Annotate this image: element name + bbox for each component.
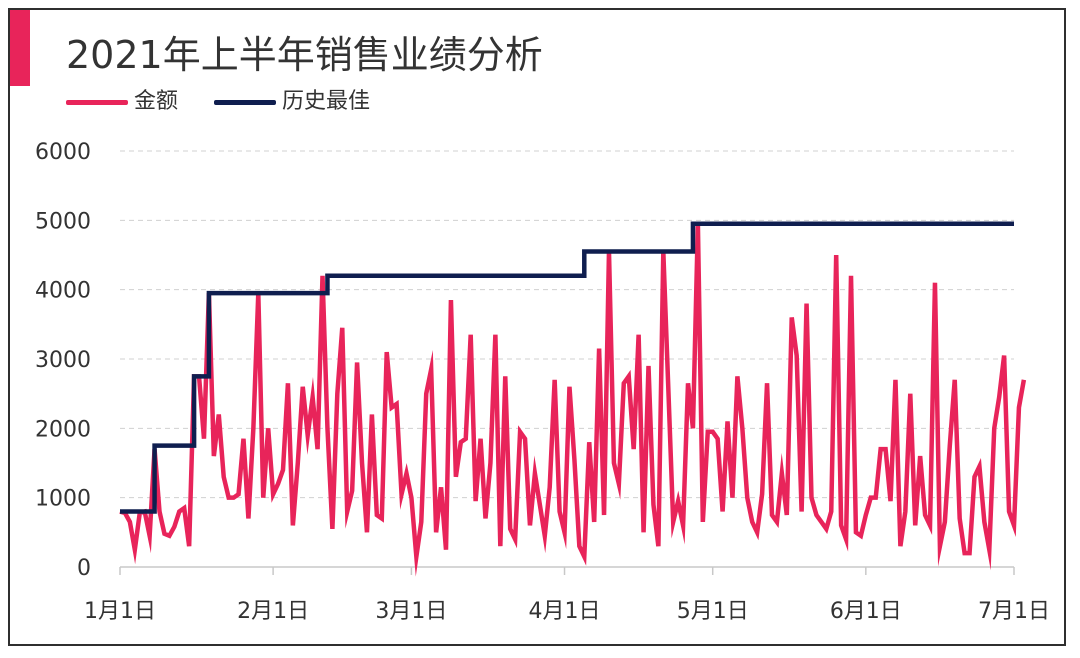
y-tick-label: 6000 (35, 140, 91, 165)
series-line-best (120, 221, 1014, 514)
y-tick-label: 2000 (35, 417, 91, 442)
x-tick-label: 5月1日 (677, 599, 749, 624)
x-tick-label: 7月1日 (978, 599, 1050, 624)
legend-label-best: 历史最佳 (282, 89, 371, 114)
x-tick-label: 6月1日 (830, 599, 902, 624)
series-line-amount (119, 223, 1027, 577)
y-tick-label: 0 (77, 556, 91, 581)
legend-swatch-amount (66, 100, 128, 105)
title-accent-bar (10, 10, 30, 86)
x-tick-label: 2月1日 (237, 599, 309, 624)
x-tick-label: 3月1日 (375, 599, 447, 624)
y-tick-label: 3000 (35, 348, 91, 373)
y-tick-label: 4000 (35, 279, 91, 304)
chart-title: 2021年上半年销售业绩分析 (66, 33, 543, 77)
x-tick-label: 4月1日 (529, 599, 601, 624)
legend-swatch-best (214, 100, 276, 105)
y-tick-label: 1000 (35, 487, 91, 512)
legend-label-amount: 金额 (134, 89, 179, 114)
chart-frame (8, 8, 1066, 646)
x-tick-label: 1月1日 (84, 599, 156, 624)
y-tick-label: 5000 (35, 209, 91, 234)
